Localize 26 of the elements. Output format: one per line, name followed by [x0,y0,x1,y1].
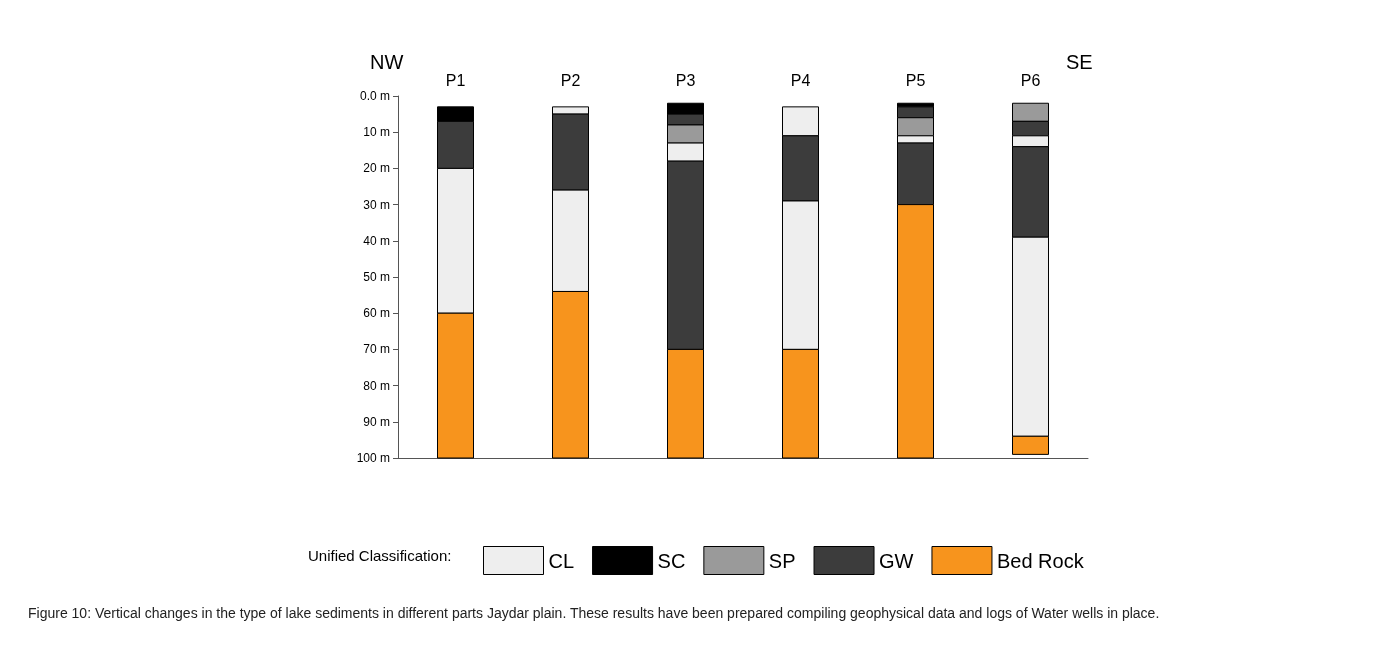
y-tick-label: 90 m [363,414,390,429]
y-tick-label: 100 m [356,451,390,465]
y-tick-label: 80 m [363,378,390,393]
x-tick-label: P6 [1020,71,1041,89]
caption: Figure 10: Vertical changes in the type of lake sediments in different parts Jaydar plain. These results have been prepared compiling geophysical data and logs of Water wells in place. [28,605,1160,621]
y-tick-label: 50 m [363,270,390,284]
x-tick-label: P4 [790,71,811,89]
y-tick-label: 40 m [363,233,390,248]
x-tick-label: P2 [560,71,581,89]
y-tick-label: 60 m [363,306,390,321]
x-tick-label: P5 [905,71,926,89]
legend-label: Bed Rock [996,549,1085,572]
legend-label: GW [879,549,914,572]
y-tick-label: 20 m [363,161,390,176]
text: SE [1066,51,1093,73]
y-tick-label: 10 m [363,125,390,140]
y-tick-label: 30 m [363,197,390,212]
text: NW [370,51,404,73]
legend-label: SP [768,549,796,572]
legend-label: CL [548,549,575,572]
y-tick-label: 70 m [363,342,390,357]
legend-title: Unified Classification: [308,547,452,564]
legend-label: SC [657,549,686,572]
x-tick-label: P3 [675,71,696,89]
y-tick-label: 0.0 m [359,89,390,103]
x-tick-label: P1 [445,71,466,89]
